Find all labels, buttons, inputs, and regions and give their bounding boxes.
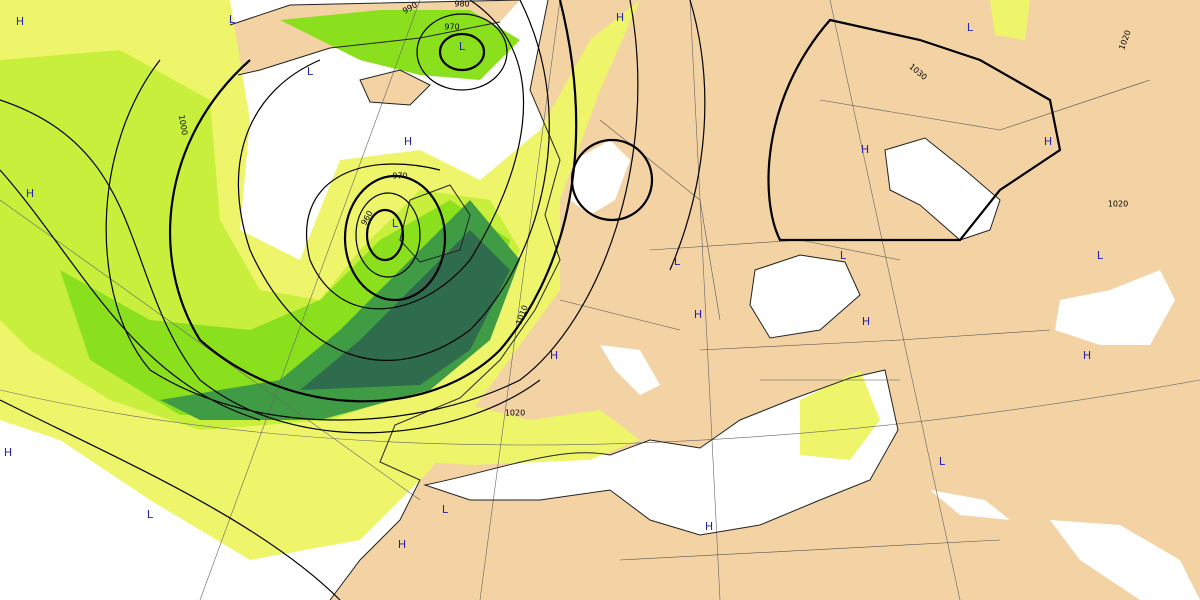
pressure-center: L (840, 249, 847, 262)
precip-extreme (300, 230, 510, 390)
isobar (416, 13, 508, 91)
pressure-center: H (404, 135, 412, 148)
coastlines (229, 0, 1151, 600)
precip-ne (990, 0, 1030, 40)
precip-east-med (800, 370, 880, 460)
pressure-center: H (861, 143, 869, 156)
meridian (829, 0, 961, 600)
pressure-center: H (550, 349, 558, 362)
isobar (365, 208, 405, 262)
isobar-label: 970 (392, 172, 407, 181)
isobar-label: 1020 (1108, 200, 1128, 209)
pressure-center: H (4, 446, 12, 459)
pressure-center: L (229, 13, 236, 26)
pressure-center: L (442, 503, 449, 516)
isobar (343, 174, 447, 302)
isobar (767, 18, 1062, 242)
coastline (423, 369, 899, 536)
iceland (360, 70, 430, 105)
isobar (169, 0, 578, 403)
black-sea (750, 255, 860, 338)
isobar (570, 138, 654, 222)
coastline (229, 0, 521, 76)
persian-gulf (1055, 270, 1175, 345)
isobar (0, 169, 261, 421)
isobar (0, 399, 341, 600)
pressure-center: H (26, 187, 34, 200)
meridian (199, 0, 421, 600)
coastline (884, 137, 1001, 241)
mediterranean (425, 370, 898, 535)
isobar (105, 0, 639, 421)
pressure-center: H (694, 308, 702, 321)
adriatic (600, 345, 660, 395)
pressure-center: L (392, 217, 399, 230)
isobar (355, 192, 421, 278)
isobar-label: 970 (444, 23, 459, 32)
pressure-center: H (1083, 349, 1091, 362)
pressure-center: H (16, 15, 24, 28)
meridian (0, 199, 421, 501)
isobars (0, 0, 1062, 600)
gulf (930, 490, 1010, 520)
coastline (329, 0, 561, 600)
isobar (305, 0, 525, 310)
pressure-center: H (398, 538, 406, 551)
precip-north (280, 10, 520, 80)
isobar-label: 980 (454, 0, 469, 9)
meridian (689, 0, 721, 600)
pressure-center: H (616, 11, 624, 24)
precip-iberia (370, 405, 640, 465)
pressure-center: L (147, 508, 154, 521)
pressure-center: H (705, 520, 713, 533)
isobar-label: 1020 (505, 409, 525, 418)
pressure-center: H (862, 315, 870, 328)
pressure-center: L (307, 65, 314, 78)
coastline (749, 254, 861, 339)
latitude-line (0, 379, 1200, 446)
pressure-center: L (939, 455, 946, 468)
pressure-center: L (1097, 249, 1104, 262)
isobar (0, 99, 541, 434)
seas (425, 138, 1200, 600)
isobar-label: 1000 (177, 114, 189, 136)
isobar (237, 0, 550, 361)
pressure-center: L (459, 40, 466, 53)
coastline (359, 69, 471, 263)
pressure-center: L (967, 21, 974, 34)
isobar (669, 0, 706, 271)
baltic (570, 140, 630, 215)
red-sea (1050, 520, 1200, 600)
isobar (438, 32, 486, 72)
pressure-center: L (674, 255, 681, 268)
caspian-sea (885, 138, 1000, 240)
pressure-center: H (1044, 135, 1052, 148)
